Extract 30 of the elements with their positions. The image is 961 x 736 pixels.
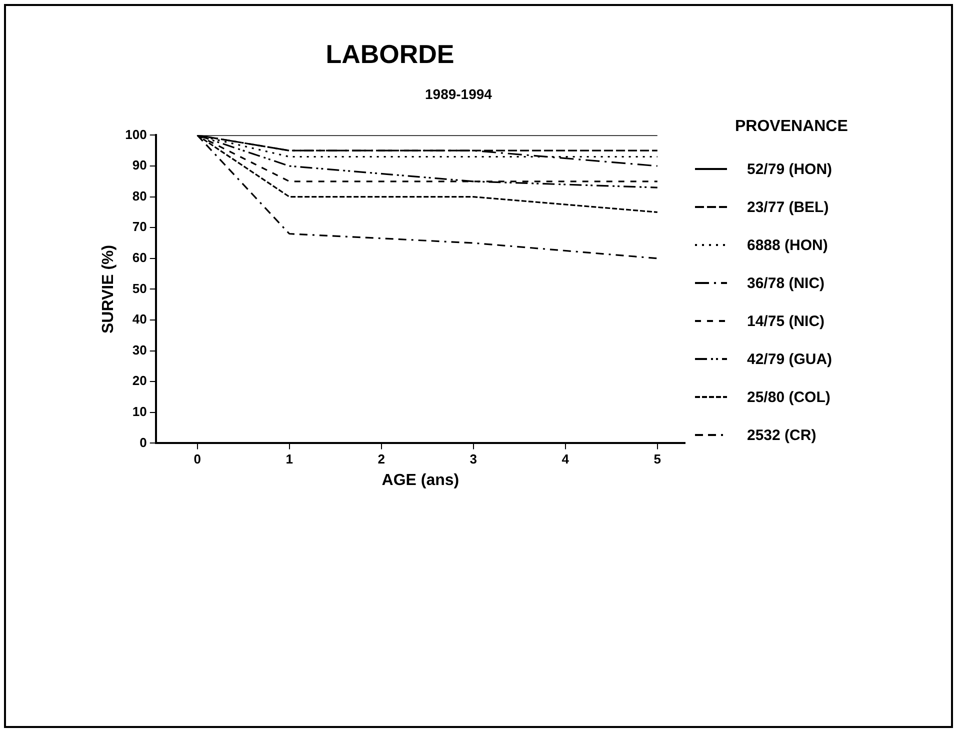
legend-title: PROVENANCE — [735, 118, 848, 136]
y-tick-label: 80 — [132, 188, 147, 204]
y-tick-label: 50 — [132, 280, 147, 296]
x-axis-title: AGE (ans) — [382, 472, 460, 489]
legend-label: 36/78 (NIC) — [747, 274, 825, 292]
y-tick-label: 90 — [132, 158, 147, 173]
y-tick-label: 20 — [132, 373, 147, 388]
y-tick-label: 10 — [132, 404, 147, 419]
y-tick-label: 40 — [132, 312, 147, 327]
legend-label: 23/77 (BEL) — [747, 198, 829, 216]
x-tick-label: 2 — [378, 452, 385, 467]
y-tick-label: 60 — [132, 250, 147, 265]
legend-label: 42/79 (GUA) — [747, 350, 832, 368]
legend-label: 14/75 (NIC) — [747, 312, 825, 330]
legend-label: 2532 (CR) — [747, 426, 816, 444]
y-tick-label: 100 — [125, 126, 147, 142]
y-tick-label: 30 — [132, 342, 147, 358]
x-tick-label: 4 — [562, 452, 570, 467]
y-axis-title: SURVIE (%) — [100, 244, 118, 334]
y-tick-label: 70 — [132, 219, 147, 234]
legend-label: 25/80 (COL) — [747, 388, 830, 406]
legend-label: 52/79 (HON) — [747, 160, 832, 178]
x-tick-label: 0 — [194, 452, 201, 467]
x-tick-label: 3 — [470, 452, 477, 467]
x-tick-label: 1 — [286, 452, 293, 467]
chart-title: LABORDE — [326, 38, 454, 69]
chart-subtitle: 1989-1994 — [425, 86, 492, 102]
legend-label: 6888 (HON) — [747, 236, 828, 254]
y-tick-label: 0 — [140, 434, 147, 450]
x-tick-label: 5 — [654, 452, 662, 467]
